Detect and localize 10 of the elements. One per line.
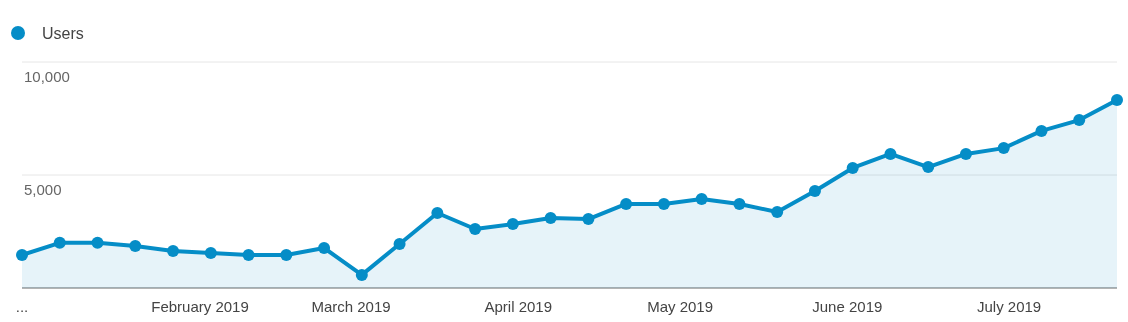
legend-label: Users bbox=[42, 25, 84, 42]
y-tick-label: 10,000 bbox=[24, 68, 70, 85]
x-tick-label: May 2019 bbox=[647, 298, 714, 315]
x-tick-label: March 2019 bbox=[311, 298, 391, 315]
x-tick-label: July 2019 bbox=[977, 298, 1042, 315]
x-tick-label: ... bbox=[15, 298, 29, 315]
x-tick-label: April 2019 bbox=[484, 298, 553, 315]
x-tick-label: February 2019 bbox=[151, 298, 249, 315]
y-tick-label: 5,000 bbox=[24, 181, 62, 198]
x-tick-label: June 2019 bbox=[812, 298, 883, 315]
